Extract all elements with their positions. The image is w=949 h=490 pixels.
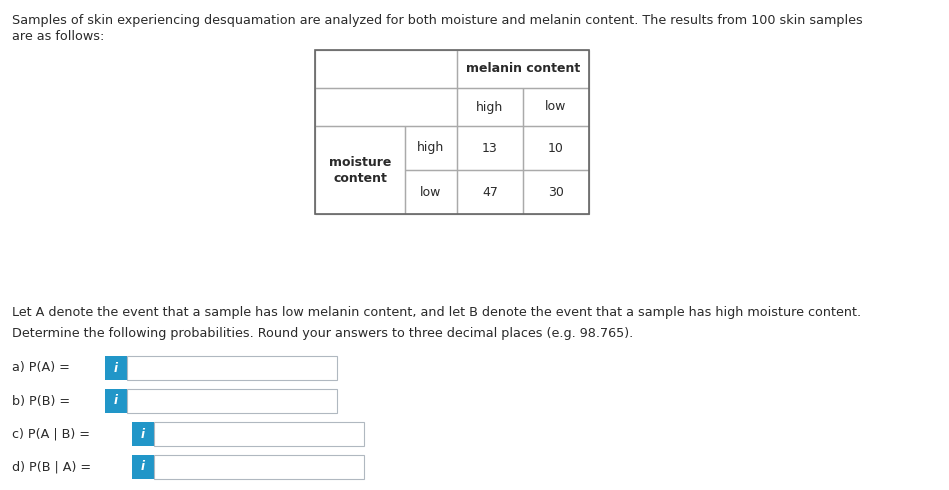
Bar xyxy=(154,422,364,446)
Text: i: i xyxy=(141,427,145,441)
Text: i: i xyxy=(141,461,145,473)
Bar xyxy=(127,356,337,380)
Bar xyxy=(523,88,589,126)
Text: d) P(B | A) =: d) P(B | A) = xyxy=(12,461,91,473)
Bar xyxy=(127,389,337,413)
Bar xyxy=(105,356,127,380)
Text: i: i xyxy=(114,362,118,374)
Bar xyxy=(154,455,364,479)
Bar xyxy=(457,50,589,88)
Bar xyxy=(105,389,127,413)
Text: Determine the following probabilities. Round your answers to three decimal place: Determine the following probabilities. R… xyxy=(12,327,633,340)
Bar xyxy=(132,455,154,479)
Text: melanin content: melanin content xyxy=(466,63,580,75)
Text: moisture
content: moisture content xyxy=(328,155,391,185)
Text: 13: 13 xyxy=(482,142,498,154)
Text: Samples of skin experiencing desquamation are analyzed for both moisture and mel: Samples of skin experiencing desquamatio… xyxy=(12,14,863,27)
Text: low: low xyxy=(420,186,441,198)
Bar xyxy=(457,88,523,126)
Bar xyxy=(523,126,589,170)
Bar xyxy=(132,422,154,446)
Text: 47: 47 xyxy=(482,186,498,198)
Text: 30: 30 xyxy=(549,186,564,198)
Bar xyxy=(523,170,589,214)
Bar xyxy=(315,50,589,214)
Text: high: high xyxy=(476,100,504,114)
Text: 10: 10 xyxy=(549,142,564,154)
Text: a) P(A) =: a) P(A) = xyxy=(12,362,70,374)
Bar xyxy=(457,126,523,170)
Text: c) P(A | B) =: c) P(A | B) = xyxy=(12,427,90,441)
Text: Let A denote the event that a sample has low melanin content, and let B denote t: Let A denote the event that a sample has… xyxy=(12,306,861,319)
Text: low: low xyxy=(546,100,567,114)
Bar xyxy=(315,126,405,214)
Bar xyxy=(457,170,523,214)
Text: high: high xyxy=(418,142,445,154)
Bar xyxy=(405,170,457,214)
Text: are as follows:: are as follows: xyxy=(12,30,104,43)
Bar xyxy=(315,88,457,126)
Text: b) P(B) =: b) P(B) = xyxy=(12,394,70,408)
Bar xyxy=(315,50,457,88)
Text: i: i xyxy=(114,394,118,408)
Bar xyxy=(405,126,457,170)
